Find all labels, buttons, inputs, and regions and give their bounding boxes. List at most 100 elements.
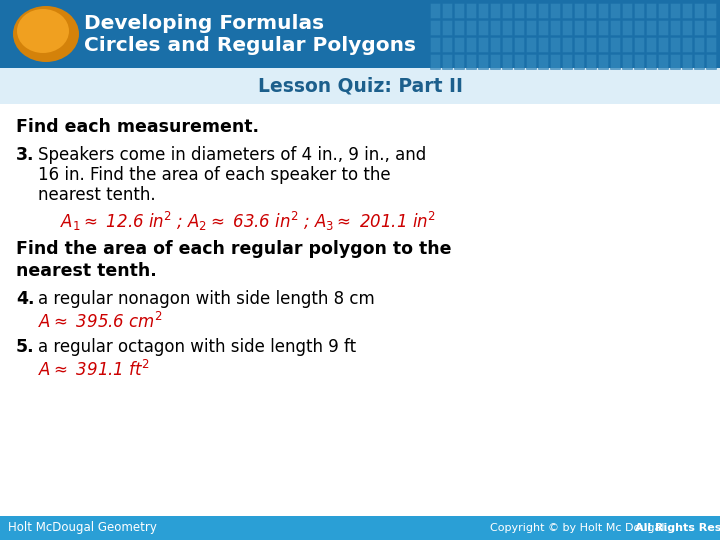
FancyBboxPatch shape: [430, 54, 440, 69]
FancyBboxPatch shape: [610, 3, 620, 18]
FancyBboxPatch shape: [622, 20, 632, 35]
FancyBboxPatch shape: [634, 20, 644, 35]
FancyBboxPatch shape: [670, 3, 680, 18]
FancyBboxPatch shape: [646, 37, 656, 52]
FancyBboxPatch shape: [478, 54, 488, 69]
FancyBboxPatch shape: [682, 37, 692, 52]
FancyBboxPatch shape: [586, 54, 596, 69]
FancyBboxPatch shape: [646, 54, 656, 69]
FancyBboxPatch shape: [574, 20, 584, 35]
Text: Lesson Quiz: Part II: Lesson Quiz: Part II: [258, 77, 462, 96]
FancyBboxPatch shape: [490, 20, 500, 35]
FancyBboxPatch shape: [574, 3, 584, 18]
FancyBboxPatch shape: [634, 3, 644, 18]
FancyBboxPatch shape: [502, 3, 512, 18]
Text: All Rights Reserved.: All Rights Reserved.: [635, 523, 720, 533]
FancyBboxPatch shape: [586, 3, 596, 18]
FancyBboxPatch shape: [430, 20, 440, 35]
FancyBboxPatch shape: [694, 20, 704, 35]
FancyBboxPatch shape: [670, 54, 680, 69]
FancyBboxPatch shape: [682, 20, 692, 35]
Ellipse shape: [17, 9, 69, 53]
FancyBboxPatch shape: [610, 37, 620, 52]
FancyBboxPatch shape: [610, 20, 620, 35]
Text: 16 in. Find the area of each speaker to the: 16 in. Find the area of each speaker to …: [38, 166, 391, 184]
Text: nearest tenth.: nearest tenth.: [16, 262, 157, 280]
FancyBboxPatch shape: [550, 3, 560, 18]
FancyBboxPatch shape: [598, 37, 608, 52]
FancyBboxPatch shape: [454, 3, 464, 18]
FancyBboxPatch shape: [478, 37, 488, 52]
FancyBboxPatch shape: [0, 68, 720, 104]
Text: Holt McDougal Geometry: Holt McDougal Geometry: [8, 522, 157, 535]
FancyBboxPatch shape: [658, 20, 668, 35]
FancyBboxPatch shape: [550, 20, 560, 35]
Text: Find the area of each regular polygon to the: Find the area of each regular polygon to…: [16, 240, 451, 258]
FancyBboxPatch shape: [454, 37, 464, 52]
FancyBboxPatch shape: [442, 20, 452, 35]
FancyBboxPatch shape: [478, 20, 488, 35]
FancyBboxPatch shape: [562, 3, 572, 18]
FancyBboxPatch shape: [634, 37, 644, 52]
FancyBboxPatch shape: [514, 54, 524, 69]
FancyBboxPatch shape: [706, 3, 716, 18]
FancyBboxPatch shape: [574, 37, 584, 52]
Text: Circles and Regular Polygons: Circles and Regular Polygons: [84, 36, 416, 55]
FancyBboxPatch shape: [538, 37, 548, 52]
FancyBboxPatch shape: [466, 20, 476, 35]
FancyBboxPatch shape: [550, 37, 560, 52]
FancyBboxPatch shape: [598, 20, 608, 35]
Text: Find each measurement.: Find each measurement.: [16, 118, 259, 136]
FancyBboxPatch shape: [598, 3, 608, 18]
FancyBboxPatch shape: [502, 54, 512, 69]
Text: a regular octagon with side length 9 ft: a regular octagon with side length 9 ft: [38, 338, 356, 356]
FancyBboxPatch shape: [430, 37, 440, 52]
FancyBboxPatch shape: [598, 54, 608, 69]
FancyBboxPatch shape: [706, 37, 716, 52]
FancyBboxPatch shape: [526, 54, 536, 69]
FancyBboxPatch shape: [538, 3, 548, 18]
FancyBboxPatch shape: [0, 516, 720, 540]
FancyBboxPatch shape: [586, 37, 596, 52]
FancyBboxPatch shape: [514, 37, 524, 52]
Text: $A_1 \approx$ 12.6 in$^2$ ; $A_2 \approx$ 63.6 in$^2$ ; $A_3 \approx$ 201.1 in$^: $A_1 \approx$ 12.6 in$^2$ ; $A_2 \approx…: [60, 210, 436, 233]
FancyBboxPatch shape: [634, 54, 644, 69]
FancyBboxPatch shape: [502, 20, 512, 35]
FancyBboxPatch shape: [682, 3, 692, 18]
FancyBboxPatch shape: [538, 54, 548, 69]
Text: nearest tenth.: nearest tenth.: [38, 186, 156, 204]
FancyBboxPatch shape: [490, 3, 500, 18]
FancyBboxPatch shape: [646, 3, 656, 18]
Text: Copyright © by Holt Mc Dougal.: Copyright © by Holt Mc Dougal.: [490, 523, 672, 533]
Text: a regular nonagon with side length 8 cm: a regular nonagon with side length 8 cm: [38, 290, 374, 308]
FancyBboxPatch shape: [550, 54, 560, 69]
FancyBboxPatch shape: [526, 20, 536, 35]
FancyBboxPatch shape: [694, 37, 704, 52]
FancyBboxPatch shape: [490, 54, 500, 69]
FancyBboxPatch shape: [526, 3, 536, 18]
FancyBboxPatch shape: [478, 3, 488, 18]
FancyBboxPatch shape: [538, 20, 548, 35]
FancyBboxPatch shape: [682, 54, 692, 69]
FancyBboxPatch shape: [442, 3, 452, 18]
FancyBboxPatch shape: [586, 20, 596, 35]
FancyBboxPatch shape: [514, 3, 524, 18]
FancyBboxPatch shape: [706, 54, 716, 69]
FancyBboxPatch shape: [562, 37, 572, 52]
FancyBboxPatch shape: [658, 54, 668, 69]
FancyBboxPatch shape: [442, 54, 452, 69]
Ellipse shape: [13, 6, 79, 62]
Text: Developing Formulas: Developing Formulas: [84, 14, 324, 33]
FancyBboxPatch shape: [562, 54, 572, 69]
FancyBboxPatch shape: [514, 20, 524, 35]
FancyBboxPatch shape: [466, 54, 476, 69]
FancyBboxPatch shape: [454, 54, 464, 69]
Text: 5.: 5.: [16, 338, 35, 356]
FancyBboxPatch shape: [658, 3, 668, 18]
FancyBboxPatch shape: [610, 54, 620, 69]
FancyBboxPatch shape: [430, 3, 440, 18]
Text: 3.: 3.: [16, 146, 35, 164]
FancyBboxPatch shape: [574, 54, 584, 69]
FancyBboxPatch shape: [502, 37, 512, 52]
Text: $A \approx$ 391.1 ft$^2$: $A \approx$ 391.1 ft$^2$: [38, 360, 150, 380]
